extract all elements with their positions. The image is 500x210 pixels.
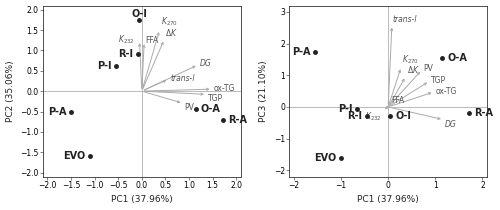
Text: $K_{270}$: $K_{270}$ — [402, 53, 419, 66]
Text: O-A: O-A — [447, 53, 467, 63]
Text: DG: DG — [444, 120, 456, 129]
X-axis label: PC1 (37.96%): PC1 (37.96%) — [358, 196, 419, 205]
Text: EVO: EVO — [314, 153, 336, 163]
Text: O-A: O-A — [201, 105, 220, 114]
Text: PV: PV — [184, 103, 194, 112]
Text: P-I: P-I — [338, 104, 353, 114]
Text: FFA: FFA — [145, 36, 158, 45]
Text: O-I: O-I — [132, 9, 148, 19]
Text: ox-TG: ox-TG — [214, 84, 235, 93]
Text: $K_{270}$: $K_{270}$ — [160, 16, 178, 28]
Y-axis label: PC3 (21.10%): PC3 (21.10%) — [259, 60, 268, 122]
Text: P-A: P-A — [48, 106, 66, 117]
Text: PV: PV — [423, 64, 433, 74]
Text: trans-l: trans-l — [170, 74, 194, 83]
Text: EVO: EVO — [63, 151, 85, 161]
Text: P-I: P-I — [96, 61, 111, 71]
Text: R-I: R-I — [118, 49, 134, 59]
Text: ox-TG: ox-TG — [436, 87, 456, 96]
Text: $\Delta K$: $\Delta K$ — [407, 64, 420, 75]
Text: $K_{232}$: $K_{232}$ — [365, 110, 382, 123]
Text: TGP: TGP — [208, 94, 223, 103]
Text: FFA: FFA — [392, 96, 404, 105]
Text: DG: DG — [200, 59, 211, 68]
Text: R-A: R-A — [474, 108, 493, 118]
Text: R-I: R-I — [347, 112, 362, 122]
Y-axis label: PC2 (35.06%): PC2 (35.06%) — [6, 60, 15, 122]
Text: $\Delta K$: $\Delta K$ — [166, 27, 178, 38]
Text: trans-l: trans-l — [393, 15, 417, 24]
Text: $K_{232}$: $K_{232}$ — [118, 34, 134, 46]
X-axis label: PC1 (37.96%): PC1 (37.96%) — [111, 196, 172, 205]
Text: O-I: O-I — [395, 112, 411, 122]
Text: TGP: TGP — [430, 76, 446, 85]
Text: R-A: R-A — [228, 116, 246, 126]
Text: P-A: P-A — [292, 47, 310, 56]
